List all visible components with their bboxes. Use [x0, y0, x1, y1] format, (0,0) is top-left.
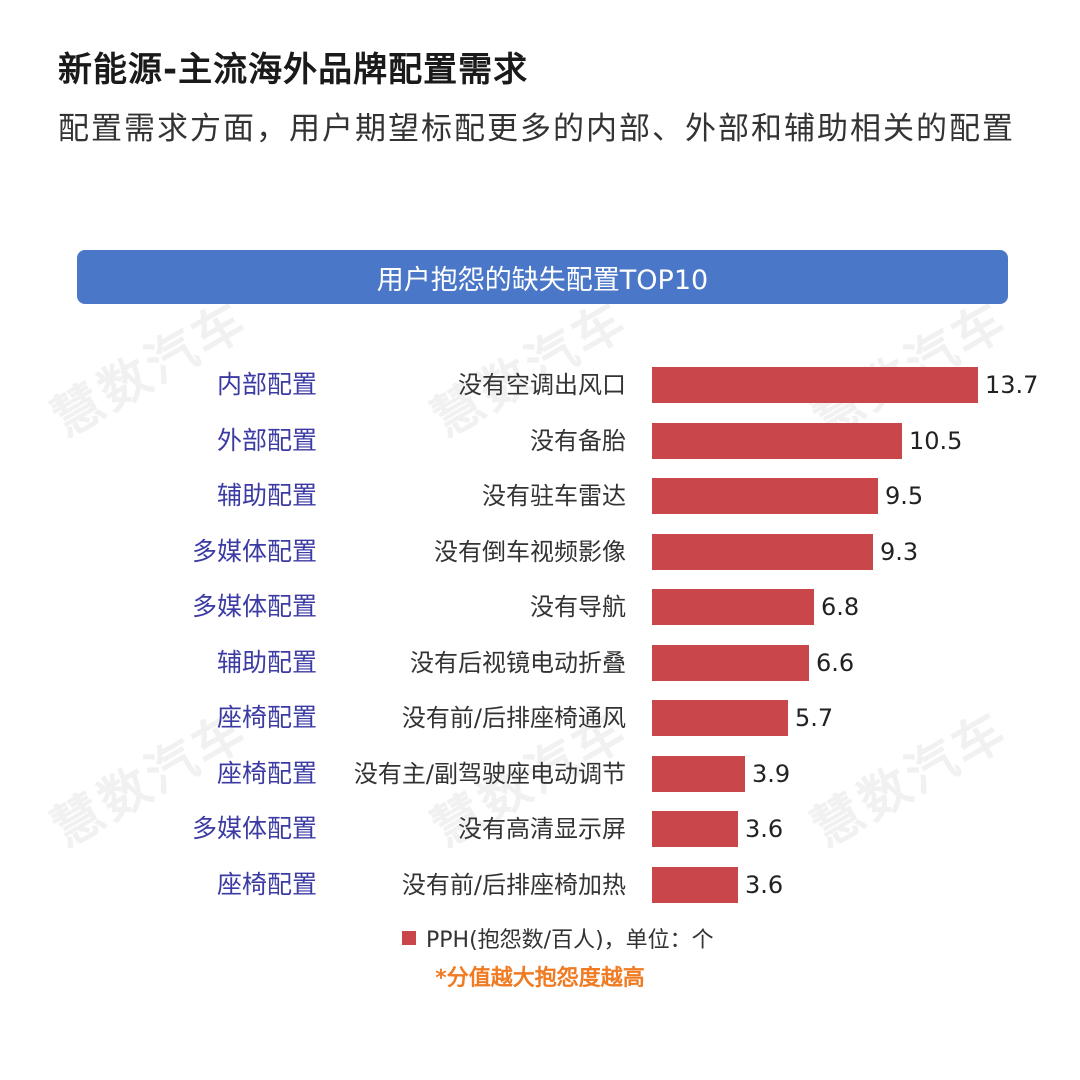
category-label: 没有前/后排座椅加热: [401, 871, 626, 899]
legend-swatch: [402, 931, 416, 945]
bar-value-label: 3.9: [752, 760, 791, 788]
category-group-label: 多媒体配置: [191, 814, 317, 843]
chart-note: *分值越大抱怨度越高: [435, 966, 645, 991]
category-group-label: 座椅配置: [216, 759, 317, 788]
category-group-label: 座椅配置: [216, 703, 317, 732]
page-subtitle: 配置需求方面，用户期望标配更多的内部、外部和辅助相关的配置: [58, 111, 1015, 147]
bar: [652, 367, 978, 403]
chart-title: 用户抱怨的缺失配置TOP10: [376, 264, 709, 296]
bar: [652, 756, 745, 792]
bar-value-label: 13.7: [985, 371, 1039, 399]
page-title: 新能源-主流海外品牌配置需求: [58, 50, 529, 90]
bar-value-label: 3.6: [745, 871, 784, 899]
category-group-label: 内部配置: [216, 370, 317, 399]
bar-value-label: 5.7: [795, 704, 834, 732]
category-label: 没有高清显示屏: [458, 815, 626, 843]
bar: [652, 589, 814, 625]
category-group-label: 座椅配置: [216, 870, 317, 899]
category-group-label: 多媒体配置: [191, 592, 317, 621]
category-label: 没有备胎: [530, 427, 626, 455]
bar: [652, 867, 738, 903]
category-group-label: 多媒体配置: [191, 537, 317, 566]
bar-value-label: 6.8: [821, 593, 860, 621]
category-label: 没有前/后排座椅通风: [401, 704, 626, 732]
bar: [652, 534, 873, 570]
category-label: 没有倒车视频影像: [434, 538, 626, 566]
category-group-label: 辅助配置: [216, 481, 317, 510]
category-label: 没有驻车雷达: [482, 482, 626, 510]
bar-value-label: 10.5: [909, 427, 963, 455]
bar: [652, 478, 878, 514]
bar-value-label: 9.5: [885, 482, 924, 510]
category-label: 没有后视镜电动折叠: [410, 649, 626, 677]
bar: [652, 811, 738, 847]
bar: [652, 700, 788, 736]
category-label: 没有主/副驾驶座电动调节: [353, 760, 626, 788]
bar: [652, 645, 809, 681]
chart-title-banner: 用户抱怨的缺失配置TOP10: [77, 250, 1008, 304]
chart-legend: PPH(抱怨数/百人)，单位：个: [402, 922, 714, 954]
bar-value-label: 6.6: [816, 649, 855, 677]
category-label: 没有导航: [530, 593, 626, 621]
bar-value-label: 3.6: [745, 815, 784, 843]
category-group-label: 辅助配置: [216, 648, 317, 677]
bar-value-label: 9.3: [880, 538, 919, 566]
category-label: 没有空调出风口: [458, 371, 626, 399]
legend-label: PPH(抱怨数/百人)，单位：个: [426, 928, 714, 953]
bar: [652, 423, 902, 459]
category-group-label: 外部配置: [216, 426, 317, 455]
